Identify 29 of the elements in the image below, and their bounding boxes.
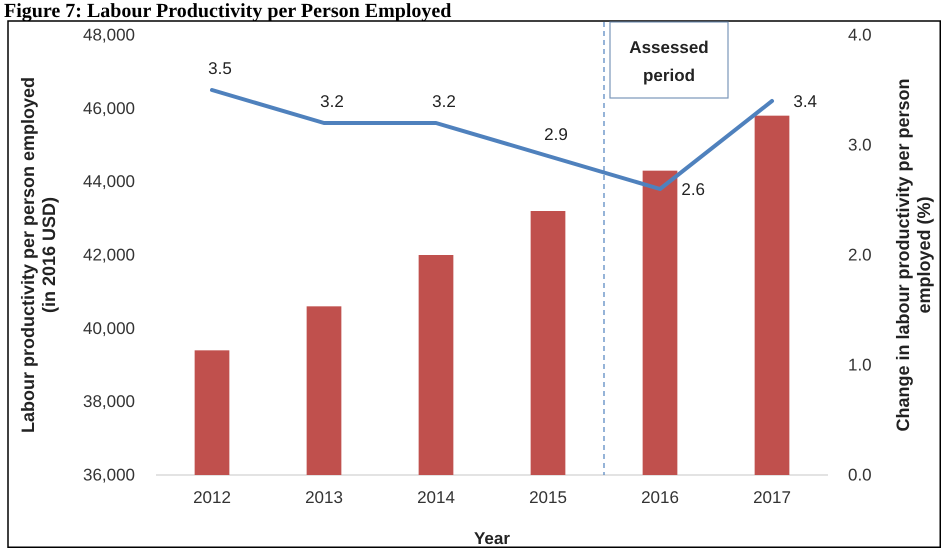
ref-line-label: Assessed period: [629, 38, 709, 85]
x-tick-label: 2015: [529, 488, 567, 508]
y2-tick-label: 3.0: [848, 135, 872, 154]
y-tick-label: 46,000: [83, 98, 135, 118]
x-tick-label: 2012: [193, 488, 231, 508]
y2-tick-label: 2.0: [848, 245, 872, 264]
data-label: 2.6: [681, 180, 705, 199]
chart-title: Figure 7: Labour Productivity per Person Employed: [4, 0, 452, 22]
x-tick-label: 2013: [305, 488, 343, 508]
y-tick-label: 48,000: [83, 25, 135, 44]
x-tick-label: 2016: [641, 488, 679, 508]
y-tick-label: 44,000: [83, 172, 135, 192]
y-tick-label: 42,000: [83, 245, 135, 264]
y-tick-label: 36,000: [83, 465, 135, 484]
data-label: 3.2: [320, 92, 344, 111]
y2-tick-label: 4.0: [848, 25, 872, 44]
x-tick-label: 2017: [753, 488, 791, 508]
y-tick-label: 38,000: [83, 392, 135, 412]
y-axis-title: Labour productivity per person employed (in 2016 USD): [18, 76, 59, 434]
data-label: 3.5: [208, 59, 232, 78]
data-label: 3.2: [432, 92, 456, 111]
y2-axis-title: Change in labour productivity per person employed (%): [893, 78, 934, 432]
x-axis-title: Year: [474, 529, 510, 548]
data-label: 2.9: [544, 125, 568, 144]
data-label: 3.4: [793, 92, 817, 111]
y-tick-label: 40,000: [83, 318, 135, 338]
y2-tick-label: 1.0: [848, 355, 872, 374]
x-tick-label: 2014: [417, 488, 455, 508]
y2-tick-label: 0.0: [848, 465, 872, 484]
